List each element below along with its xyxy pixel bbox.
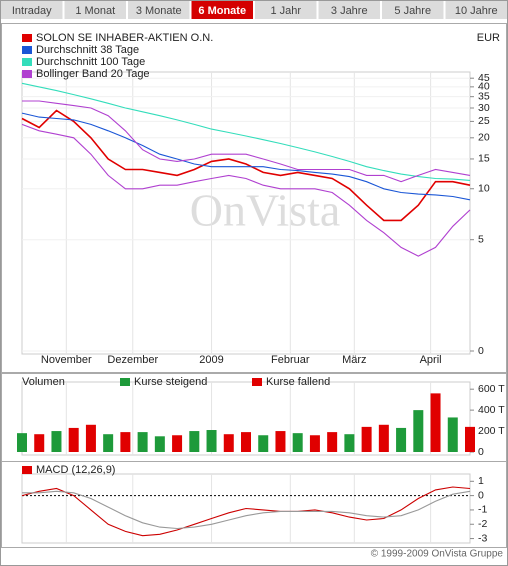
y-tick-label: 30 (478, 102, 490, 114)
x-tick-label: November (41, 354, 92, 366)
x-tick-label: Dezember (107, 354, 158, 366)
y-tick-label: 0 (478, 345, 484, 357)
tab[interactable] (382, 1, 444, 19)
series-line (21, 109, 471, 222)
y-tick-label: 45 (478, 72, 490, 84)
tab-label[interactable]: 3 Jahre (331, 5, 368, 17)
y-tick-label: 35 (478, 90, 490, 102)
y-tick-label: 400 T (478, 404, 505, 416)
plot-area (21, 381, 471, 456)
legend-swatch (22, 46, 32, 54)
x-tick-label: Februar (271, 354, 310, 366)
tab[interactable] (1, 1, 63, 19)
legend-swatch (22, 58, 32, 66)
series-line (21, 486, 471, 537)
volume-title: Volumen (22, 376, 65, 388)
legend-label: Bollinger Band 20 Tage (36, 68, 150, 80)
tab-label[interactable]: 10 Jahre (455, 5, 498, 17)
tab-label[interactable]: 1 Jahr (270, 5, 301, 17)
legend-swatch (252, 378, 262, 386)
y-tick-label: 200 T (478, 425, 505, 437)
volume-bar (85, 424, 96, 452)
currency: EUR (477, 32, 500, 44)
main-panel (1, 23, 507, 373)
plot-area (21, 473, 471, 544)
legend-label: Kurse fallend (266, 376, 330, 388)
tab[interactable] (191, 1, 254, 19)
tab[interactable] (255, 1, 317, 19)
y-tick-label: 1 (478, 475, 484, 487)
x-tick-label: April (420, 354, 442, 366)
volume-bar (378, 424, 389, 452)
y-tick-label: 0 (478, 446, 484, 458)
volume-bar (120, 432, 131, 452)
volume-bar (430, 393, 441, 452)
legend-label: SOLON SE INHABER-AKTIEN O.N. (36, 32, 213, 44)
tab-label[interactable]: 1 Monat (75, 5, 115, 17)
y-tick-label: 40 (478, 81, 490, 93)
series-line (21, 82, 471, 181)
y-tick-label: 25 (478, 115, 490, 127)
tab[interactable] (128, 1, 190, 19)
volume-bar (258, 435, 269, 452)
y-tick-label: 0 (478, 489, 484, 501)
y-tick-label: -3 (478, 532, 487, 544)
tab[interactable] (318, 1, 381, 19)
series-line (22, 100, 471, 183)
tab-label[interactable]: 6 Monate (198, 5, 246, 17)
plot-area (21, 71, 471, 355)
volume-bar (241, 432, 251, 452)
volume-bar (413, 410, 424, 452)
volume-bar (137, 432, 148, 452)
legend-label: Durchschnitt 100 Tage (36, 56, 145, 68)
legend-swatch (22, 466, 32, 474)
volume-bar (361, 426, 372, 452)
volume-bar (223, 434, 234, 452)
volume-bar (51, 431, 62, 452)
tab-label[interactable]: 5 Jahre (394, 5, 431, 17)
tab-label[interactable]: Intraday (12, 5, 52, 17)
y-tick-label: 20 (478, 132, 490, 144)
x-tick-label: März (342, 354, 366, 366)
volume-bar (34, 434, 45, 452)
volume-bar (292, 433, 303, 452)
legend-swatch (120, 378, 130, 386)
x-tick-label: 2009 (199, 354, 223, 366)
y-tick-label: 15 (478, 153, 490, 165)
macd-title: MACD (12,26,9) (36, 464, 115, 476)
legend-label: Kurse steigend (134, 376, 207, 388)
y-tick-label: -2 (478, 518, 487, 530)
y-tick-label: 10 (478, 183, 490, 195)
macd-panel (1, 461, 507, 548)
legend-label: Durchschnitt 38 Tage (36, 44, 139, 56)
series-line (22, 490, 471, 530)
volume-bar (68, 427, 79, 452)
y-tick-label: 600 T (478, 383, 505, 395)
volume-bar (396, 427, 407, 452)
watermark: OnVista (190, 185, 341, 236)
series-line (21, 112, 471, 201)
volume-bar (206, 430, 217, 452)
volume-bar (154, 436, 165, 452)
volume-bar (17, 433, 27, 452)
volume-bar (447, 417, 458, 452)
legend-swatch (22, 34, 32, 42)
series-line (21, 123, 471, 257)
volume-bar (327, 432, 338, 452)
tab[interactable] (445, 1, 508, 19)
volume-bar (172, 435, 183, 452)
volume-bar (344, 434, 355, 452)
volume-bar (465, 426, 475, 452)
legend-swatch (22, 70, 32, 78)
volume-bar (103, 434, 114, 452)
y-tick-label: -1 (478, 504, 487, 516)
volume-bar (275, 431, 286, 452)
volume-bar (309, 435, 320, 452)
volume-bar (189, 431, 200, 452)
copyright: © 1999-2009 OnVista Gruppe (371, 549, 504, 560)
y-tick-label: 5 (478, 233, 484, 245)
tab[interactable] (64, 1, 127, 19)
tab-label[interactable]: 3 Monate (136, 5, 182, 17)
